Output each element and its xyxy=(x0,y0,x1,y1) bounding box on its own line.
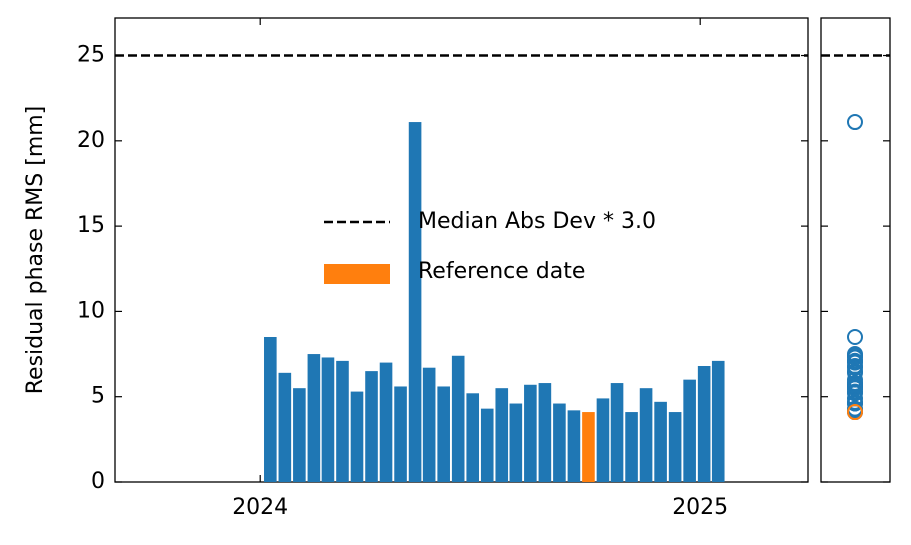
bar xyxy=(278,372,292,482)
bar xyxy=(408,122,422,482)
bar xyxy=(365,371,378,482)
side-frame xyxy=(820,17,891,483)
bar xyxy=(379,362,393,482)
side-point xyxy=(847,114,863,131)
bar xyxy=(654,401,667,482)
bar xyxy=(625,412,638,482)
bar xyxy=(451,355,465,482)
y-tick-label: 25 xyxy=(77,43,105,68)
bar xyxy=(553,403,566,482)
bar xyxy=(524,384,537,482)
x-tick-label: 2024 xyxy=(232,495,288,520)
legend-swatch xyxy=(324,264,390,284)
side-point xyxy=(847,347,863,364)
bar xyxy=(336,360,349,482)
bar xyxy=(437,386,450,482)
side-point xyxy=(847,404,863,421)
bar xyxy=(350,391,364,482)
bar xyxy=(466,393,480,482)
bar xyxy=(495,388,509,482)
bar xyxy=(639,388,653,482)
bar xyxy=(567,410,581,482)
x-tick-label: 2025 xyxy=(672,495,728,520)
legend-label: Median Abs Dev * 3.0 xyxy=(418,209,656,234)
side-point xyxy=(847,393,863,410)
side-point xyxy=(847,329,863,345)
bar xyxy=(422,367,436,482)
bar xyxy=(509,403,523,482)
bar xyxy=(610,383,624,482)
y-tick-label: 10 xyxy=(77,298,105,323)
bar xyxy=(697,366,711,482)
legend-label: Reference date xyxy=(418,259,585,284)
bar xyxy=(480,408,494,482)
bar xyxy=(683,379,696,482)
side-point xyxy=(847,352,863,369)
bar xyxy=(538,383,552,482)
y-tick-label: 20 xyxy=(77,128,105,153)
y-tick-label: 15 xyxy=(77,213,105,238)
bar xyxy=(293,388,306,482)
bar xyxy=(264,337,277,482)
bar xyxy=(321,357,335,482)
bar xyxy=(596,398,610,482)
side-point xyxy=(847,358,863,374)
bar xyxy=(582,412,595,482)
bar xyxy=(394,386,407,482)
y-tick-label: 0 xyxy=(91,469,105,494)
bar xyxy=(307,354,321,482)
y-tick-label: 5 xyxy=(91,384,105,409)
bar xyxy=(668,412,682,482)
y-axis-label: Residual phase RMS [mm] xyxy=(23,106,48,395)
bar xyxy=(711,360,725,482)
